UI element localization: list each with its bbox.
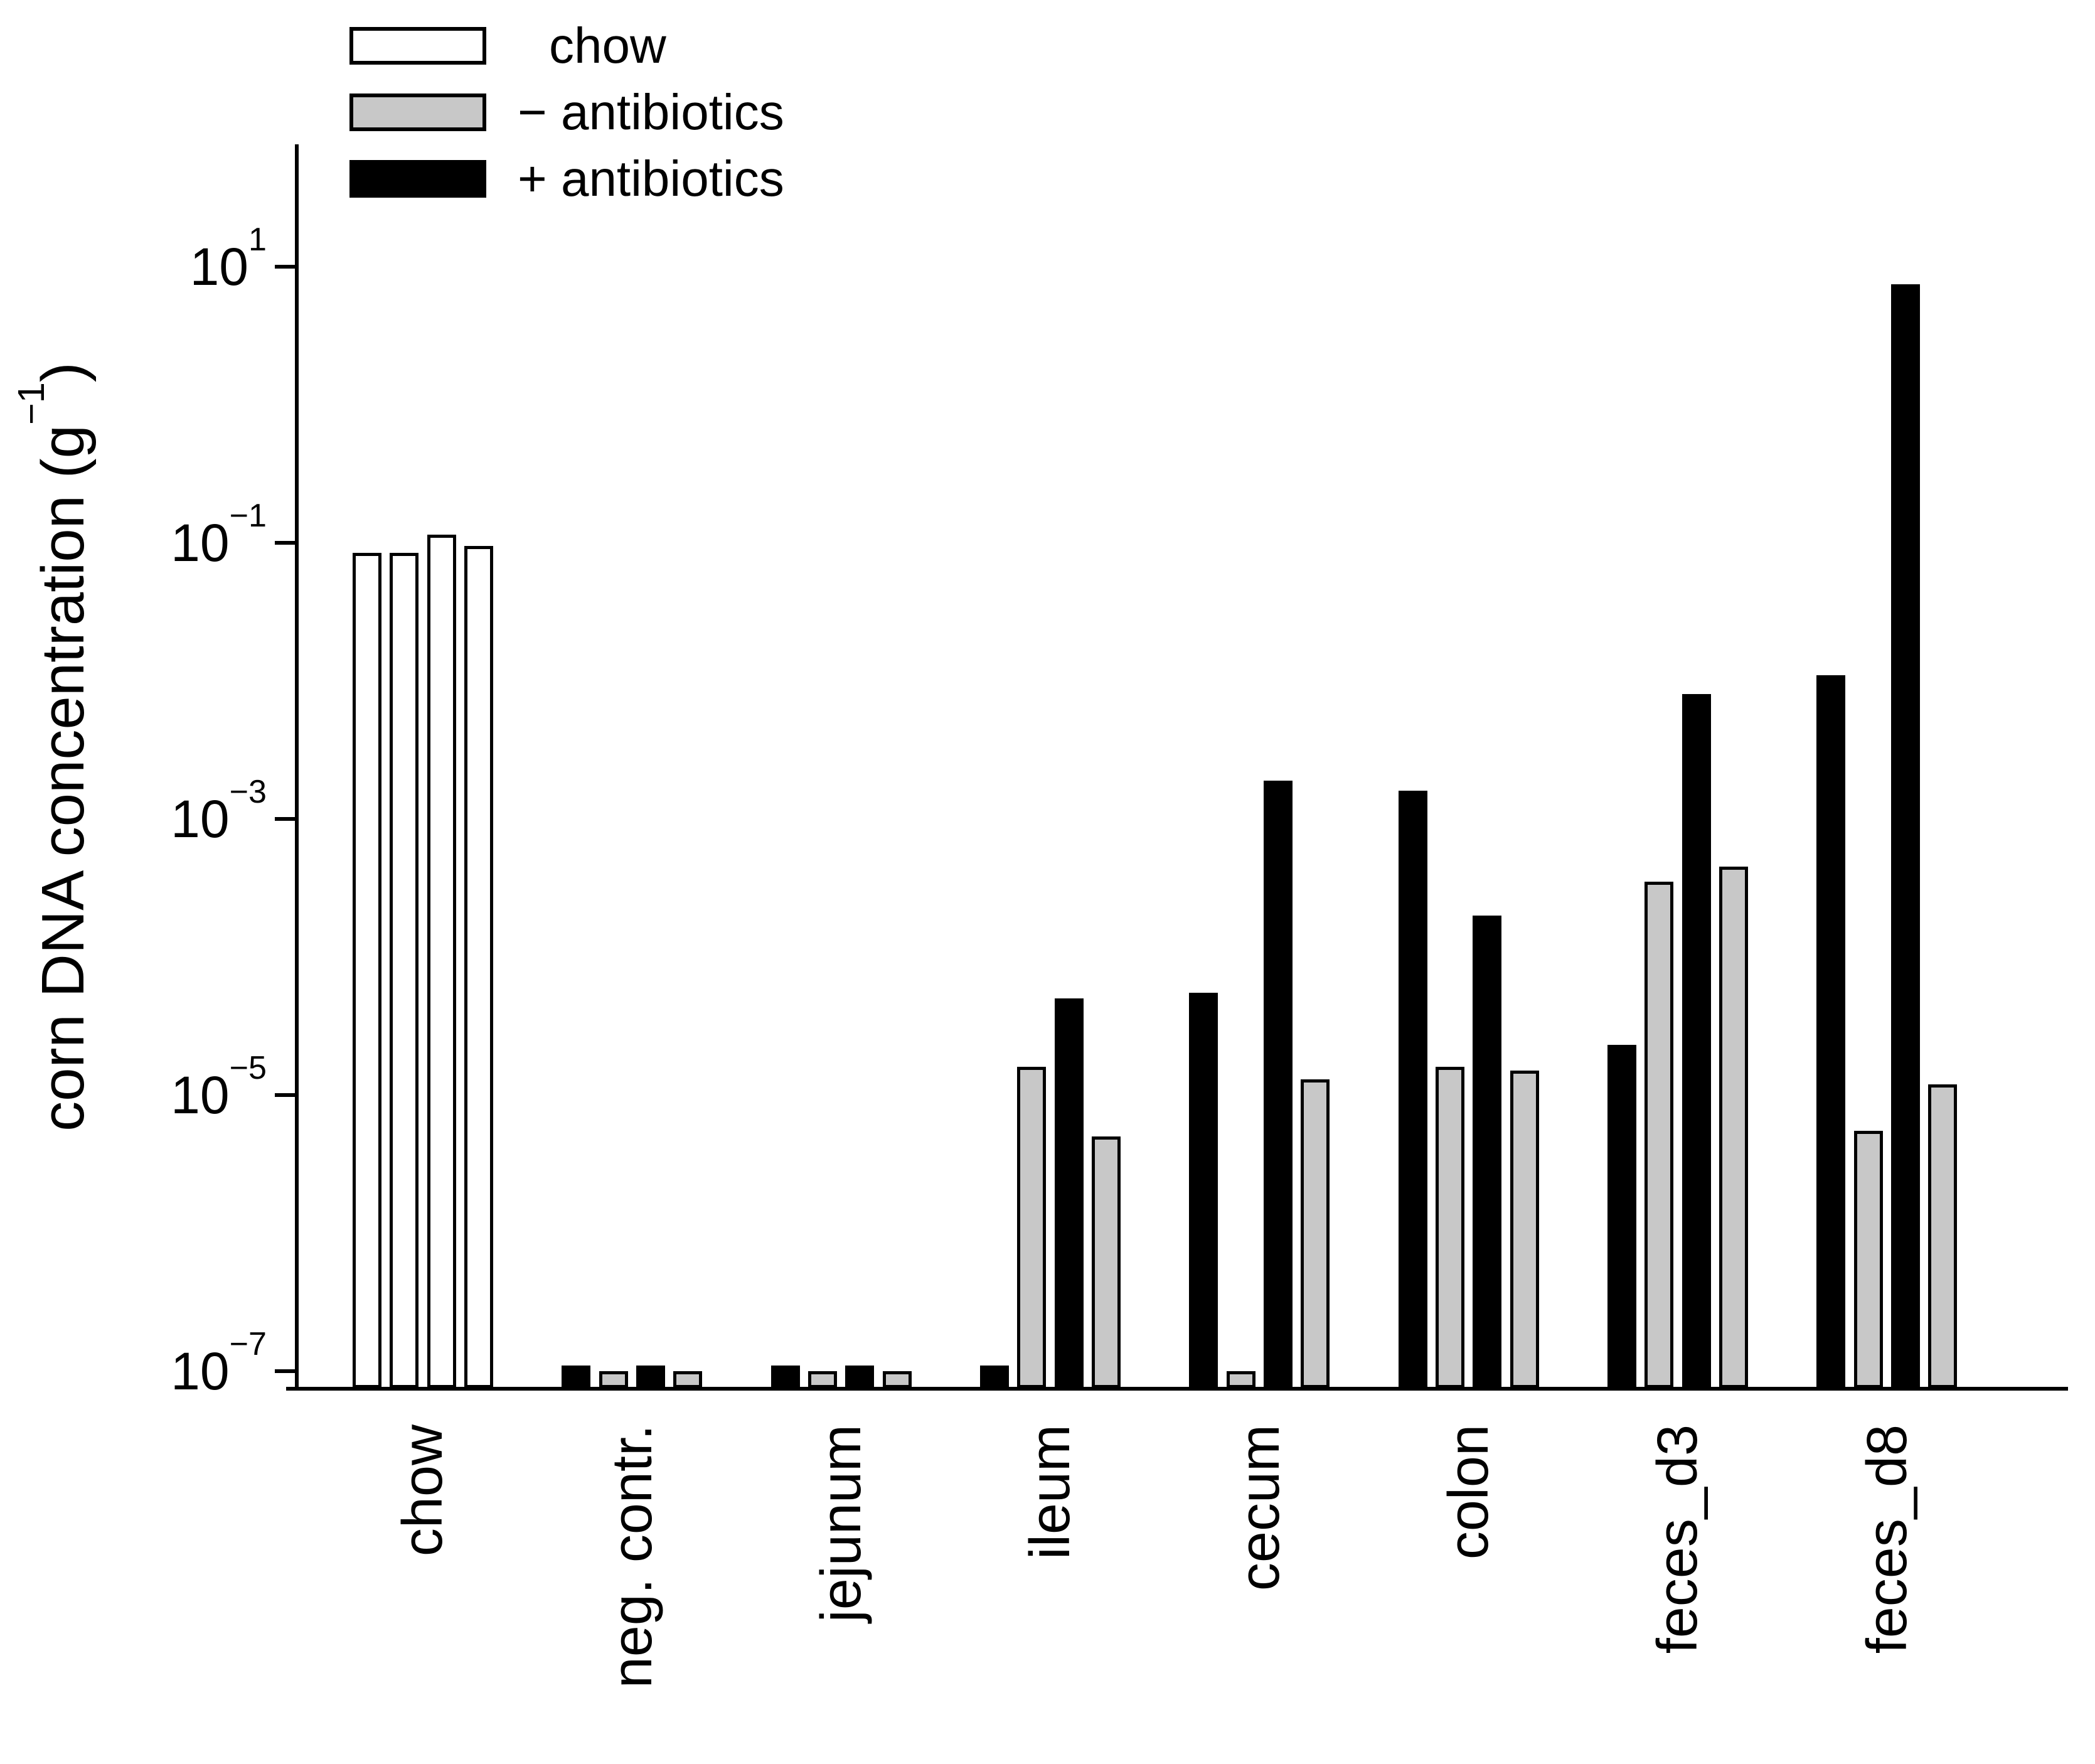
x-axis-line: [286, 1387, 2068, 1391]
bar-feces-d8-3: [1891, 284, 1920, 1388]
y-axis-title-superscript: −1: [10, 382, 53, 425]
y-tick-label-10e-3: 10−3: [75, 776, 267, 848]
bar-ileum-4: [1092, 1136, 1121, 1388]
y-tick-label-10e-5: 10−5: [75, 1052, 267, 1125]
bar-feces-d8-4: [1928, 1084, 1958, 1388]
y-tick-label-10e-7: 10−7: [75, 1328, 267, 1401]
tick-exponent: −1: [229, 497, 267, 534]
y-tick-10e-5: [275, 1093, 297, 1097]
x-axis-label-feces-d8: feces_d8: [1856, 1425, 1919, 1654]
tick-base: 10: [189, 237, 249, 296]
bar-cecum-3: [1264, 780, 1293, 1388]
bar-feces-d3-2: [1645, 882, 1674, 1388]
legend-label-plus-antibiotics: + antibiotics: [518, 151, 784, 206]
bar-chow-1: [353, 552, 381, 1388]
bar-jejunum-4: [882, 1371, 912, 1388]
bar-neg-contr--3: [636, 1365, 665, 1388]
tick-base: 10: [171, 789, 230, 848]
tick-base: 10: [171, 1066, 230, 1125]
bar-ileum-3: [1054, 998, 1084, 1388]
bar-cecum-4: [1301, 1079, 1330, 1388]
bar-neg-contr--4: [673, 1371, 703, 1388]
x-axis-label-chow: chow: [392, 1425, 454, 1557]
bar-feces-d8-1: [1816, 675, 1846, 1388]
y-tick-10e-3: [275, 817, 297, 821]
bar-feces-d3-4: [1719, 867, 1748, 1388]
bar-ileum-1: [980, 1365, 1009, 1388]
legend-swatch-chow: [349, 27, 486, 65]
x-axis-label-cecum: cecum: [1229, 1425, 1291, 1591]
bar-feces-d3-3: [1682, 694, 1711, 1388]
bar-feces-d3-1: [1607, 1045, 1636, 1388]
bar-neg-contr--1: [562, 1365, 591, 1388]
x-axis-label-colon: colon: [1437, 1425, 1500, 1560]
bar-jejunum-1: [770, 1365, 800, 1388]
y-tick-10e-7: [275, 1369, 297, 1373]
y-tick-label-10e1: 101: [75, 223, 267, 296]
bar-colon-2: [1436, 1067, 1464, 1388]
bar-cecum-2: [1226, 1371, 1255, 1388]
x-axis-label-feces-d3: feces_d3: [1646, 1425, 1709, 1654]
y-axis-line: [295, 144, 299, 1391]
bar-chow-2: [390, 552, 419, 1388]
bar-neg-contr--2: [599, 1371, 628, 1388]
tick-exponent: −5: [229, 1049, 267, 1086]
bar-colon-3: [1473, 915, 1502, 1388]
x-axis-label-neg-contr: neg. contr.: [601, 1425, 664, 1689]
legend-label-minus-antibiotics: − antibiotics: [518, 84, 784, 140]
y-tick-10e1: [275, 265, 297, 269]
bar-ileum-2: [1017, 1067, 1047, 1388]
tick-exponent: 1: [248, 221, 267, 258]
bar-colon-4: [1510, 1071, 1539, 1388]
x-axis-label-ileum: ileum: [1019, 1425, 1082, 1560]
legend-swatch-plus-antibiotics: [349, 160, 486, 198]
y-tick-10e-1: [275, 541, 297, 545]
bar-feces-d8-2: [1853, 1131, 1883, 1388]
bar-chow-3: [427, 534, 456, 1388]
tick-exponent: −3: [229, 773, 267, 810]
tick-base: 10: [171, 513, 230, 572]
bar-jejunum-3: [845, 1365, 875, 1388]
bar-chow-4: [464, 545, 493, 1388]
y-axis-title-close: ): [29, 362, 97, 383]
y-tick-label-10e-1: 10−1: [75, 500, 267, 572]
bar-colon-1: [1398, 791, 1427, 1388]
legend-swatch-minus-antibiotics: [349, 94, 486, 131]
legend-label-chow: chow: [549, 18, 666, 73]
bar-jejunum-2: [808, 1371, 837, 1388]
tick-exponent: −7: [229, 1325, 267, 1362]
tick-base: 10: [171, 1342, 230, 1401]
bar-cecum-1: [1189, 993, 1218, 1388]
x-axis-label-jejunum: jejunum: [810, 1425, 873, 1623]
